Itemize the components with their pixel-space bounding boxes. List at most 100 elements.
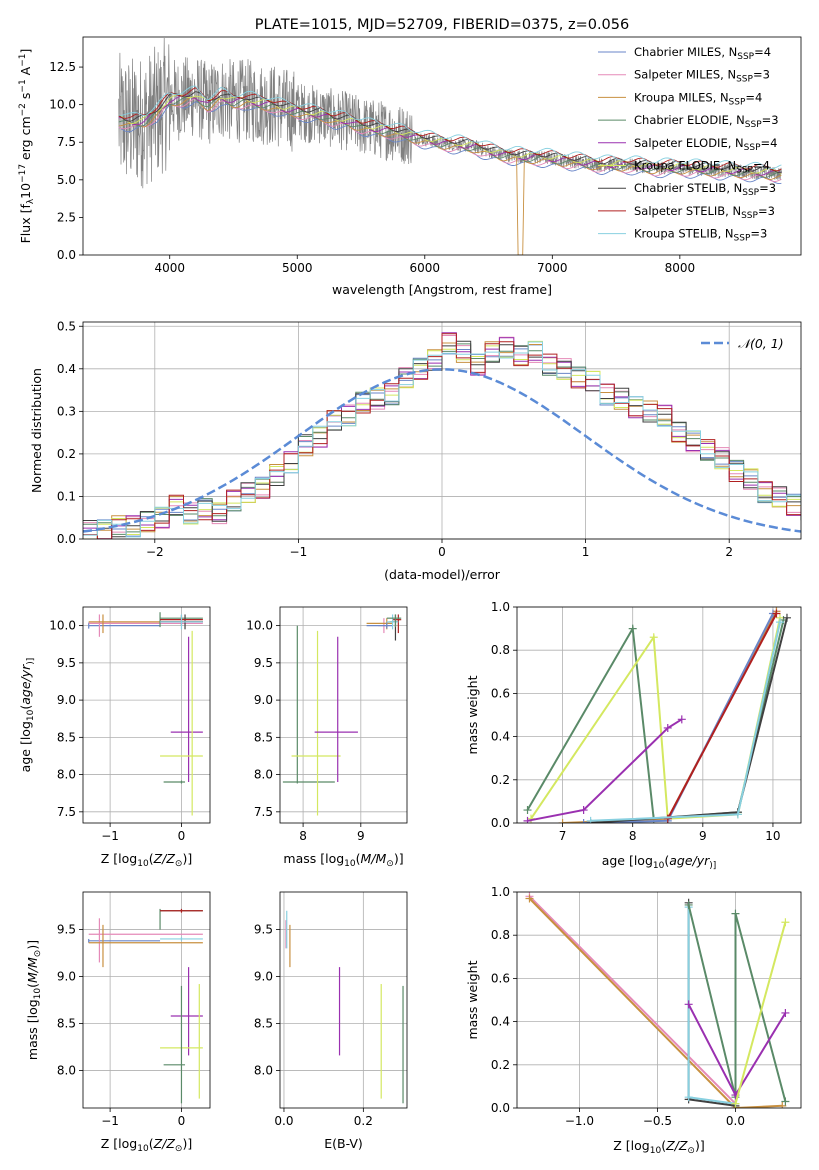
x-axis-label-part: mass [log	[283, 851, 344, 866]
x-tick-label: −0.5	[643, 1114, 672, 1128]
weight-line	[527, 718, 683, 822]
y-tick-label: 9.5	[57, 923, 76, 937]
legend-entry-part: SSP	[737, 52, 754, 62]
x-axis-label-part: (	[664, 853, 669, 868]
legend-entry-part: Chabrier ELODIE, N	[634, 113, 745, 127]
y-axis-label: Normed distribution	[29, 368, 44, 493]
y-tick-label: 0.4	[57, 362, 76, 376]
weight-marker	[684, 900, 693, 909]
y-tick-label: 0.3	[57, 404, 76, 418]
weight-line	[528, 897, 783, 1108]
y-tick-label: 0.0	[57, 532, 76, 546]
x-axis-label-part: (	[356, 851, 361, 866]
x-axis-label-part: Z/Z	[153, 851, 176, 866]
x-tick-label: 10	[765, 829, 780, 843]
x-axis-label: age [log10(age/yr)]	[602, 853, 717, 871]
legend-entry-part: =4	[754, 45, 771, 59]
y-tick-label: 9.5	[57, 656, 76, 670]
y-tick-label: 8.5	[57, 730, 76, 744]
weight-marker	[684, 1000, 693, 1009]
y-axis-label-part: age/yr	[18, 664, 33, 705]
x-axis-label-part: )]	[695, 1138, 705, 1153]
legend-entry: Kroupa ELODIE, NSSP=4	[634, 159, 770, 176]
plot-spectrum: 4000 5000 6000 7000 8000 0.0 2.5 5.0 7.5 10.0 12.5…	[18, 17, 802, 297]
plot-frame	[279, 891, 408, 1109]
y-axis-label-part: −2	[18, 103, 28, 116]
legend-entry: Kroupa MILES, NSSP=4	[634, 90, 762, 107]
x-axis-label-part: )]	[182, 851, 192, 866]
plot-frame	[516, 891, 802, 1109]
x-axis-label-part: Z [log	[101, 851, 137, 866]
y-tick-label: 0.1	[57, 489, 76, 503]
y-axis-label-part: M/M	[25, 957, 40, 983]
x-axis-label-part: age/yr	[669, 853, 710, 868]
legend-entry-part: =3	[750, 227, 767, 241]
legend-entry-part: SSP	[742, 188, 759, 198]
legend-entry-part: =4	[753, 159, 770, 173]
y-tick-label: 10.0	[49, 98, 76, 112]
weight-marker	[579, 819, 588, 823]
legend-entry: Chabrier MILES, NSSP=4	[634, 45, 771, 62]
plot-background	[83, 607, 210, 823]
plot-background	[280, 607, 407, 823]
x-axis-label-part: Z [log	[613, 1138, 649, 1153]
y-axis-label-part: 10	[18, 183, 33, 199]
model-spectrum-line	[118, 91, 782, 174]
y-tick-label: 7.5	[254, 805, 273, 819]
x-tick-label: 0	[178, 829, 186, 843]
model-spectrum-line	[118, 96, 782, 178]
y-axis-label-part: ⊙	[33, 950, 43, 958]
x-tick-label: 8	[629, 829, 637, 843]
x-tick-label: 8000	[665, 261, 696, 275]
weight-marker	[579, 806, 588, 815]
y-tick-label: 0.0	[491, 816, 510, 830]
y-tick-label: 8.0	[57, 1063, 76, 1077]
y-tick-label: 9.5	[254, 656, 273, 670]
plot-age-vs-mass: 8 9 7.5 8.0 8.5 9.0 9.5 10.0 mass [log10(M/M⊙)]	[246, 606, 408, 869]
y-tick-label: 10.0	[49, 619, 76, 633]
x-axis-label-part: )]	[394, 851, 404, 866]
x-axis-label-part: 10	[650, 1146, 662, 1156]
plot-background	[280, 892, 407, 1108]
legend-entry-part: Kroupa ELODIE, N	[634, 159, 736, 173]
x-axis-label-part: ⊙	[687, 1146, 695, 1156]
x-tick-label: 6000	[410, 261, 441, 275]
y-tick-label: 9.0	[254, 970, 273, 984]
weight-marker	[677, 715, 686, 724]
weight-marker	[523, 816, 532, 823]
x-axis-label-part: Z [log	[101, 1136, 137, 1151]
x-axis-label-part: )]	[709, 861, 716, 871]
x-axis-label-part: 10	[137, 859, 149, 869]
plot-area	[83, 332, 801, 539]
plot-area	[285, 910, 404, 1104]
y-tick-label: 8.0	[254, 768, 273, 782]
y-axis-label-part: λ	[26, 198, 36, 204]
legend-entry-part: SSP	[729, 97, 746, 107]
plot-frame	[82, 891, 211, 1109]
x-axis-label: (data-model)/error	[384, 567, 501, 582]
y-tick-label: 0.8	[491, 928, 510, 942]
legend-entry-part: Salpeter MILES, N	[634, 68, 736, 82]
legend-entry-part: =3	[758, 204, 775, 218]
y-axis-label-part: mass [log	[25, 999, 40, 1060]
y-tick-label: 0.0	[491, 1101, 510, 1115]
y-axis-label-part: ]	[18, 49, 33, 54]
x-tick-label: 7000	[537, 261, 568, 275]
y-axis-label: age [log10(age/yr)]	[18, 658, 36, 773]
weight-marker	[781, 918, 790, 927]
y-tick-label: 1.0	[491, 600, 510, 614]
y-axis-label: mass weight	[465, 960, 480, 1039]
x-tick-label: −1.0	[565, 1114, 594, 1128]
y-tick-label: 0.2	[491, 1058, 510, 1072]
weight-marker	[781, 1008, 790, 1017]
x-axis-label: Z [log10(Z/Z⊙)]	[101, 1136, 192, 1154]
x-axis-label-part: M/M	[361, 851, 387, 866]
x-axis-label: wavelength [Angstrom, rest frame]	[332, 282, 552, 297]
legend-entry: Salpeter ELODIE, NSSP=4	[634, 136, 777, 153]
x-tick-label: 8	[299, 829, 307, 843]
legend-entry-part: Salpeter ELODIE, N	[634, 136, 744, 150]
plot-weight-vs-Z: −1.0 −0.5 0.0 0.0 0.2 0.4 0.6 0.8 1.0 Z [log10(Z/…	[465, 885, 802, 1156]
legend-entry-part: Chabrier MILES, N	[634, 45, 737, 59]
legend-entry: Kroupa STELIB, NSSP=3	[634, 227, 767, 244]
x-tick-label: 1	[582, 545, 590, 559]
